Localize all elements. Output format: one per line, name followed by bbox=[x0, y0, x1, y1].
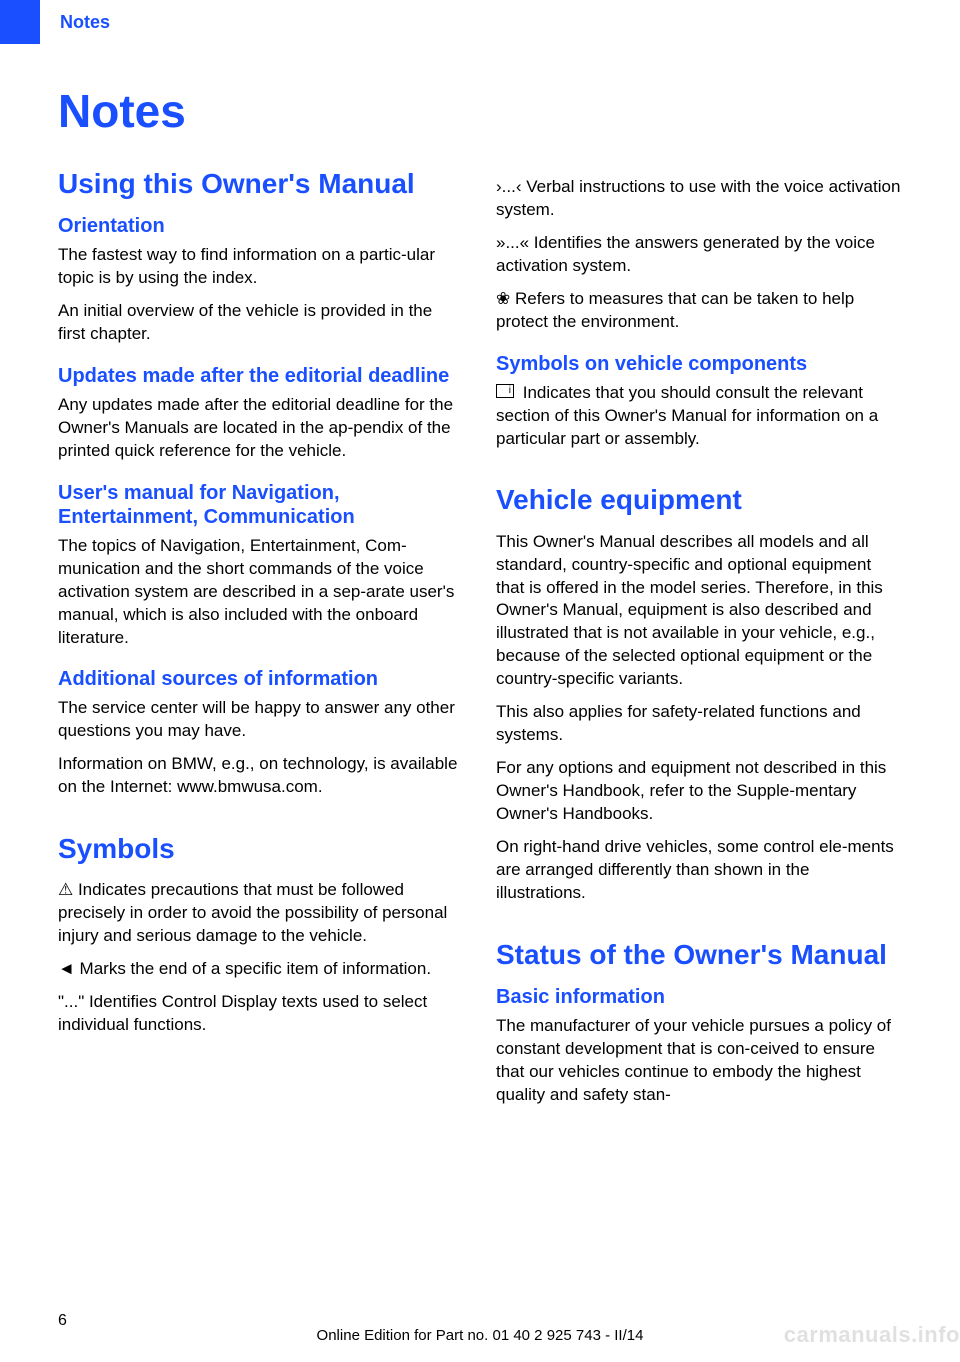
header-tab-marker bbox=[0, 0, 40, 44]
heading-additional-sources: Additional sources of information bbox=[58, 667, 464, 691]
paragraph: Any updates made after the editorial dea… bbox=[58, 394, 464, 463]
paragraph-text: Indicates that you should consult the re… bbox=[496, 383, 878, 448]
heading-symbols: Symbols bbox=[58, 833, 464, 865]
header-section-title: Notes bbox=[60, 12, 110, 33]
heading-vehicle-equipment: Vehicle equipment bbox=[496, 484, 902, 516]
paragraph: The topics of Navigation, Entertainment,… bbox=[58, 535, 464, 650]
heading-updates: Updates made after the editorial deadlin… bbox=[58, 364, 464, 388]
content-columns: Using this Owner's Manual Orientation Th… bbox=[0, 168, 960, 1117]
page-header: Notes bbox=[0, 0, 960, 44]
paragraph: The fastest way to find information on a… bbox=[58, 244, 464, 290]
symbol-definition: ◄ Marks the end of a specific item of in… bbox=[58, 958, 464, 981]
heading-status-manual: Status of the Owner's Manual bbox=[496, 939, 902, 971]
paragraph: Indicates that you should consult the re… bbox=[496, 382, 902, 451]
heading-orientation: Orientation bbox=[58, 214, 464, 238]
paragraph: An initial overview of the vehicle is pr… bbox=[58, 300, 464, 346]
symbol-definition: »...« Identifies the answers generated b… bbox=[496, 232, 902, 278]
paragraph: For any options and equipment not descri… bbox=[496, 757, 902, 826]
symbol-definition: ⚠ Indicates precautions that must be fol… bbox=[58, 879, 464, 948]
paragraph: Information on BMW, e.g., on technology,… bbox=[58, 753, 464, 799]
page-title: Notes bbox=[58, 84, 960, 138]
heading-basic-info: Basic information bbox=[496, 985, 902, 1009]
heading-nav-manual: User's manual for Navigation, Entertainm… bbox=[58, 481, 464, 529]
paragraph: This Owner's Manual describes all models… bbox=[496, 531, 902, 692]
symbol-definition: "..." Identifies Control Display texts u… bbox=[58, 991, 464, 1037]
manual-reference-icon bbox=[496, 384, 514, 398]
left-column: Using this Owner's Manual Orientation Th… bbox=[58, 168, 464, 1117]
heading-symbols-components: Symbols on vehicle components bbox=[496, 352, 902, 376]
paragraph: On right-hand drive vehicles, some contr… bbox=[496, 836, 902, 905]
symbol-definition: ›...‹ Verbal instructions to use with th… bbox=[496, 176, 902, 222]
heading-using-manual: Using this Owner's Manual bbox=[58, 168, 464, 200]
paragraph: This also applies for safety-related fun… bbox=[496, 701, 902, 747]
watermark-text: carmanuals.info bbox=[784, 1322, 960, 1348]
right-column: ›...‹ Verbal instructions to use with th… bbox=[496, 168, 902, 1117]
paragraph: The service center will be happy to answ… bbox=[58, 697, 464, 743]
paragraph: The manufacturer of your vehicle pursues… bbox=[496, 1015, 902, 1107]
symbol-definition: ❀ Refers to measures that can be taken t… bbox=[496, 288, 902, 334]
